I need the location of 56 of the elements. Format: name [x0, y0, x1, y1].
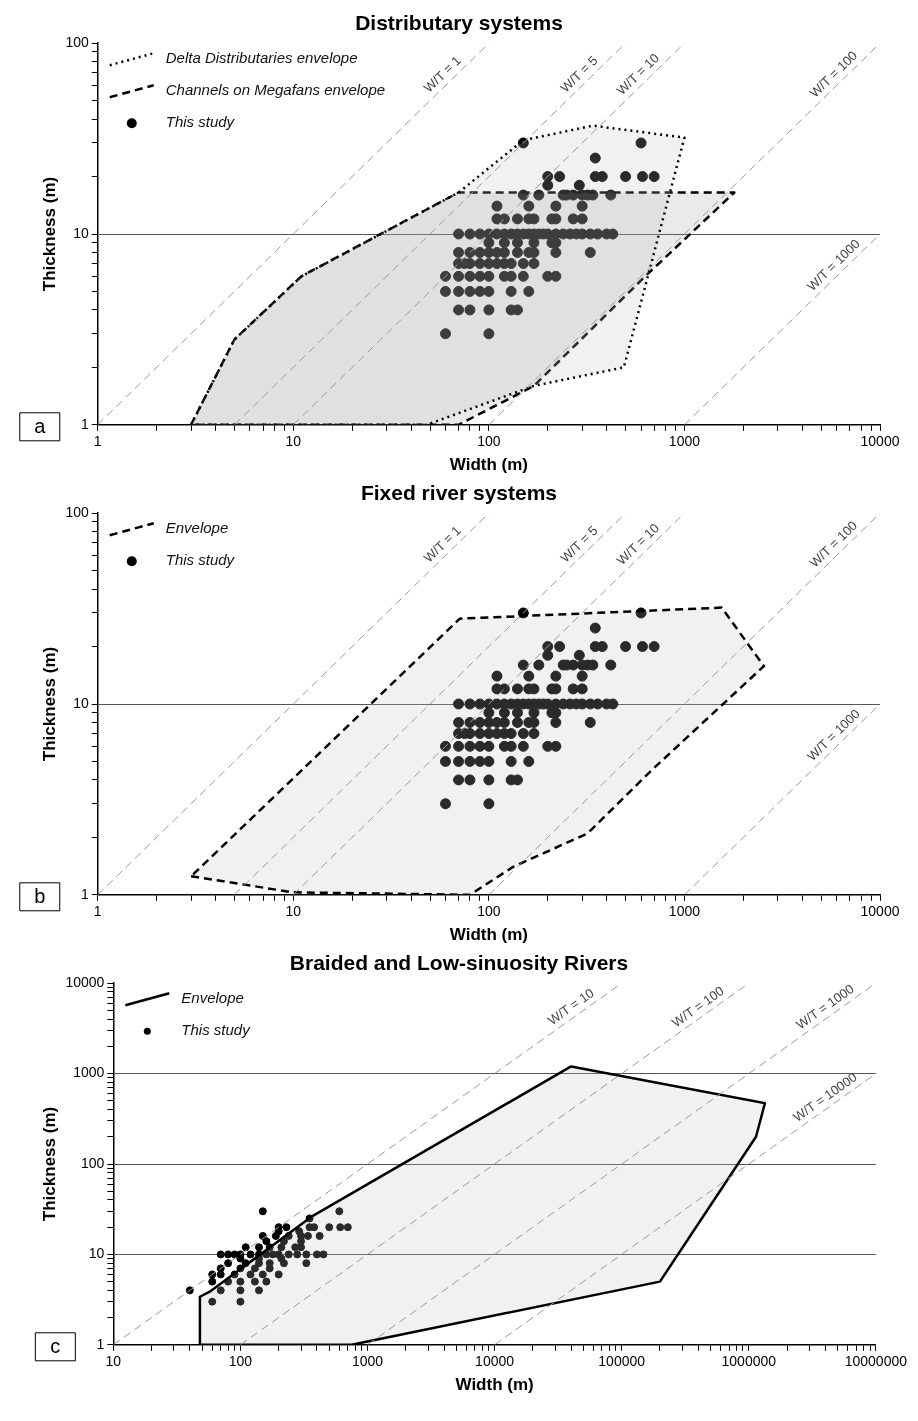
y-tick-label: 1: [80, 885, 89, 902]
chart-title: Braided and Low-sinuosity Rivers: [289, 951, 629, 975]
y-tick-label: 1: [80, 415, 89, 432]
x-tick-label: 10000: [860, 433, 900, 450]
legend-label: Delta Distributaries envelope: [165, 49, 358, 67]
y-tick-label: 10000: [65, 974, 105, 991]
x-axis-title: Width (m): [449, 455, 528, 475]
text: W/T = 1000: [793, 980, 857, 1033]
x-tick-label: 100: [477, 903, 501, 920]
y-tick-label: 1: [96, 1335, 105, 1352]
legend-label: Envelope: [165, 519, 229, 537]
y-tick-label: 100: [65, 504, 89, 521]
text: W/T = 10: [613, 520, 662, 568]
text: b: [34, 885, 46, 908]
text: W/T = 5: [557, 522, 601, 566]
legend-label: This study: [165, 551, 236, 569]
y-axis-title: Thickness (m): [39, 646, 59, 762]
x-tick-label: 1000: [668, 903, 701, 920]
text: W/T = 5: [557, 52, 601, 96]
text: W/T = 100: [669, 983, 727, 1031]
x-tick-label: 10000000: [844, 1353, 908, 1370]
text: W/T = 1: [420, 522, 464, 566]
text: c: [50, 1335, 61, 1358]
chart-title: Distributary systems: [355, 11, 563, 35]
legend-label: This study: [165, 113, 236, 131]
y-tick-label: 100: [65, 34, 89, 51]
x-tick-label: 10000: [860, 903, 900, 920]
text: W/T = 100: [806, 517, 861, 571]
x-axis-title: Width (m): [449, 925, 528, 945]
legend-label: Envelope: [181, 989, 244, 1007]
x-tick-label: 10: [285, 903, 302, 920]
x-tick-label: 1000: [668, 433, 701, 450]
y-tick-label: 1000: [73, 1064, 105, 1081]
y-tick-label: 10: [73, 694, 89, 711]
x-tick-label: 100000: [598, 1353, 646, 1370]
x-axis-title: Width (m): [455, 1375, 534, 1395]
text: W/T = 1: [420, 52, 464, 96]
y-tick-label: 100: [80, 1154, 105, 1171]
y-tick-label: 10: [73, 224, 89, 241]
x-tick-label: 10: [105, 1353, 122, 1370]
x-tick-label: 100: [477, 433, 501, 450]
legend-label: This study: [181, 1021, 252, 1039]
y-axis-title: Thickness (m): [39, 176, 59, 292]
text: a: [34, 415, 47, 438]
legend-label: Channels on Megafans envelope: [165, 81, 386, 99]
x-tick-label: 100: [228, 1353, 253, 1370]
x-tick-label: 10: [285, 433, 302, 450]
y-axis-title: Thickness (m): [39, 1106, 59, 1222]
text: W/T = 100: [806, 47, 861, 101]
text: W/T = 10: [613, 50, 662, 98]
y-tick-label: 10: [88, 1245, 105, 1262]
x-tick-label: 1000000: [721, 1353, 777, 1370]
x-tick-label: 10000: [475, 1353, 515, 1370]
chart-title: Fixed river systems: [360, 481, 558, 505]
x-tick-label: 1000: [351, 1353, 384, 1370]
text: W/T = 10: [544, 985, 597, 1029]
